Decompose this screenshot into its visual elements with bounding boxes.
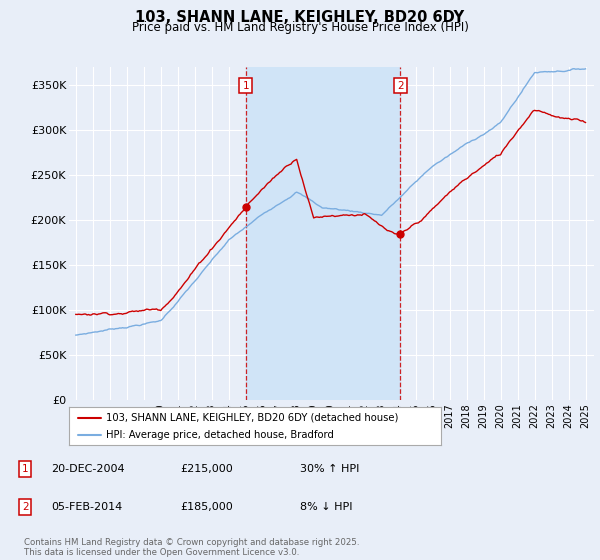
Text: 05-FEB-2014: 05-FEB-2014 bbox=[51, 502, 122, 512]
Text: £185,000: £185,000 bbox=[180, 502, 233, 512]
Text: HPI: Average price, detached house, Bradford: HPI: Average price, detached house, Brad… bbox=[106, 430, 334, 440]
Text: 1: 1 bbox=[242, 81, 249, 91]
Text: 30% ↑ HPI: 30% ↑ HPI bbox=[300, 464, 359, 474]
Text: 8% ↓ HPI: 8% ↓ HPI bbox=[300, 502, 353, 512]
Bar bbox=[245, 67, 400, 400]
Text: Contains HM Land Registry data © Crown copyright and database right 2025.
This d: Contains HM Land Registry data © Crown c… bbox=[24, 538, 359, 557]
Text: £215,000: £215,000 bbox=[180, 464, 233, 474]
Text: 2: 2 bbox=[22, 502, 29, 512]
Text: 2: 2 bbox=[397, 81, 404, 91]
Text: 103, SHANN LANE, KEIGHLEY, BD20 6DY: 103, SHANN LANE, KEIGHLEY, BD20 6DY bbox=[136, 10, 464, 25]
Text: 103, SHANN LANE, KEIGHLEY, BD20 6DY (detached house): 103, SHANN LANE, KEIGHLEY, BD20 6DY (det… bbox=[106, 413, 398, 423]
Text: Price paid vs. HM Land Registry's House Price Index (HPI): Price paid vs. HM Land Registry's House … bbox=[131, 21, 469, 34]
Text: 1: 1 bbox=[22, 464, 29, 474]
Text: 20-DEC-2004: 20-DEC-2004 bbox=[51, 464, 125, 474]
